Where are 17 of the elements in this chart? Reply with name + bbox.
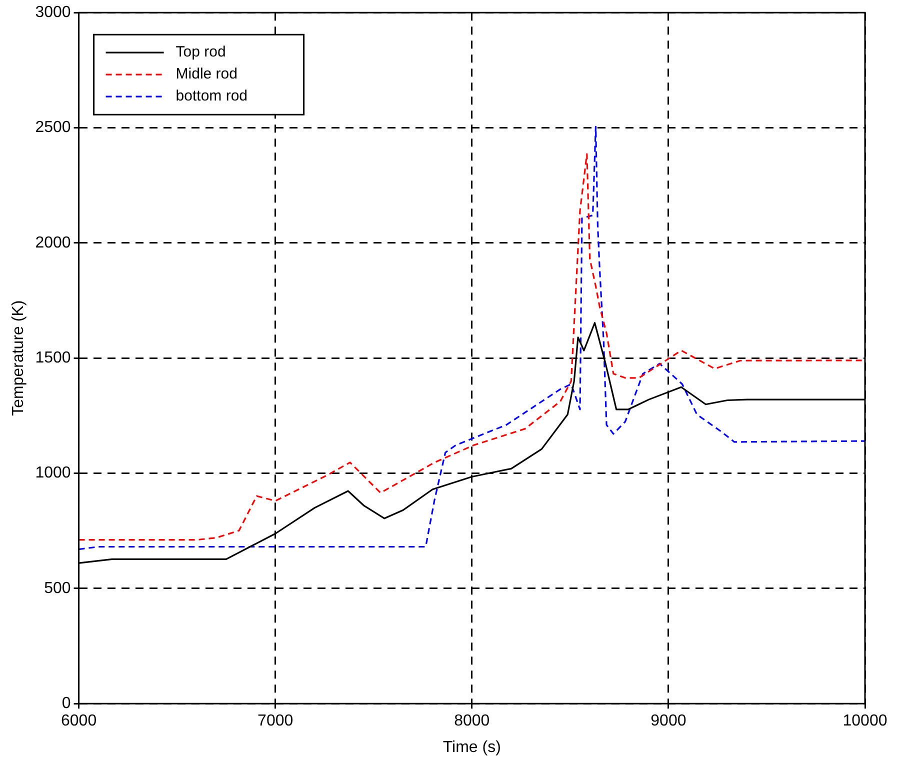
x-tick-label: 8000 <box>454 712 490 730</box>
x-tick-label: 7000 <box>258 712 294 730</box>
x-tick-label: 10000 <box>842 712 888 730</box>
y-tick-label: 2500 <box>35 119 71 136</box>
x-tick-label: 6000 <box>60 712 97 730</box>
y-tick-label: 0 <box>62 695 71 712</box>
y-tick-label: 1500 <box>35 350 71 367</box>
x-axis-title: Time (s) <box>442 738 501 756</box>
y-tick-label: 3000 <box>35 4 71 22</box>
y-tick-label: 500 <box>44 580 71 597</box>
y-tick-label: 1000 <box>35 464 71 482</box>
legend-label: bottom rod <box>176 88 248 105</box>
y-axis-title: Temperature (K) <box>10 300 28 416</box>
y-tick-label: 2000 <box>35 234 71 252</box>
x-tick-label: 9000 <box>650 712 686 730</box>
legend-label: Top rod <box>176 44 226 61</box>
legend-label: Midle rod <box>176 66 238 83</box>
